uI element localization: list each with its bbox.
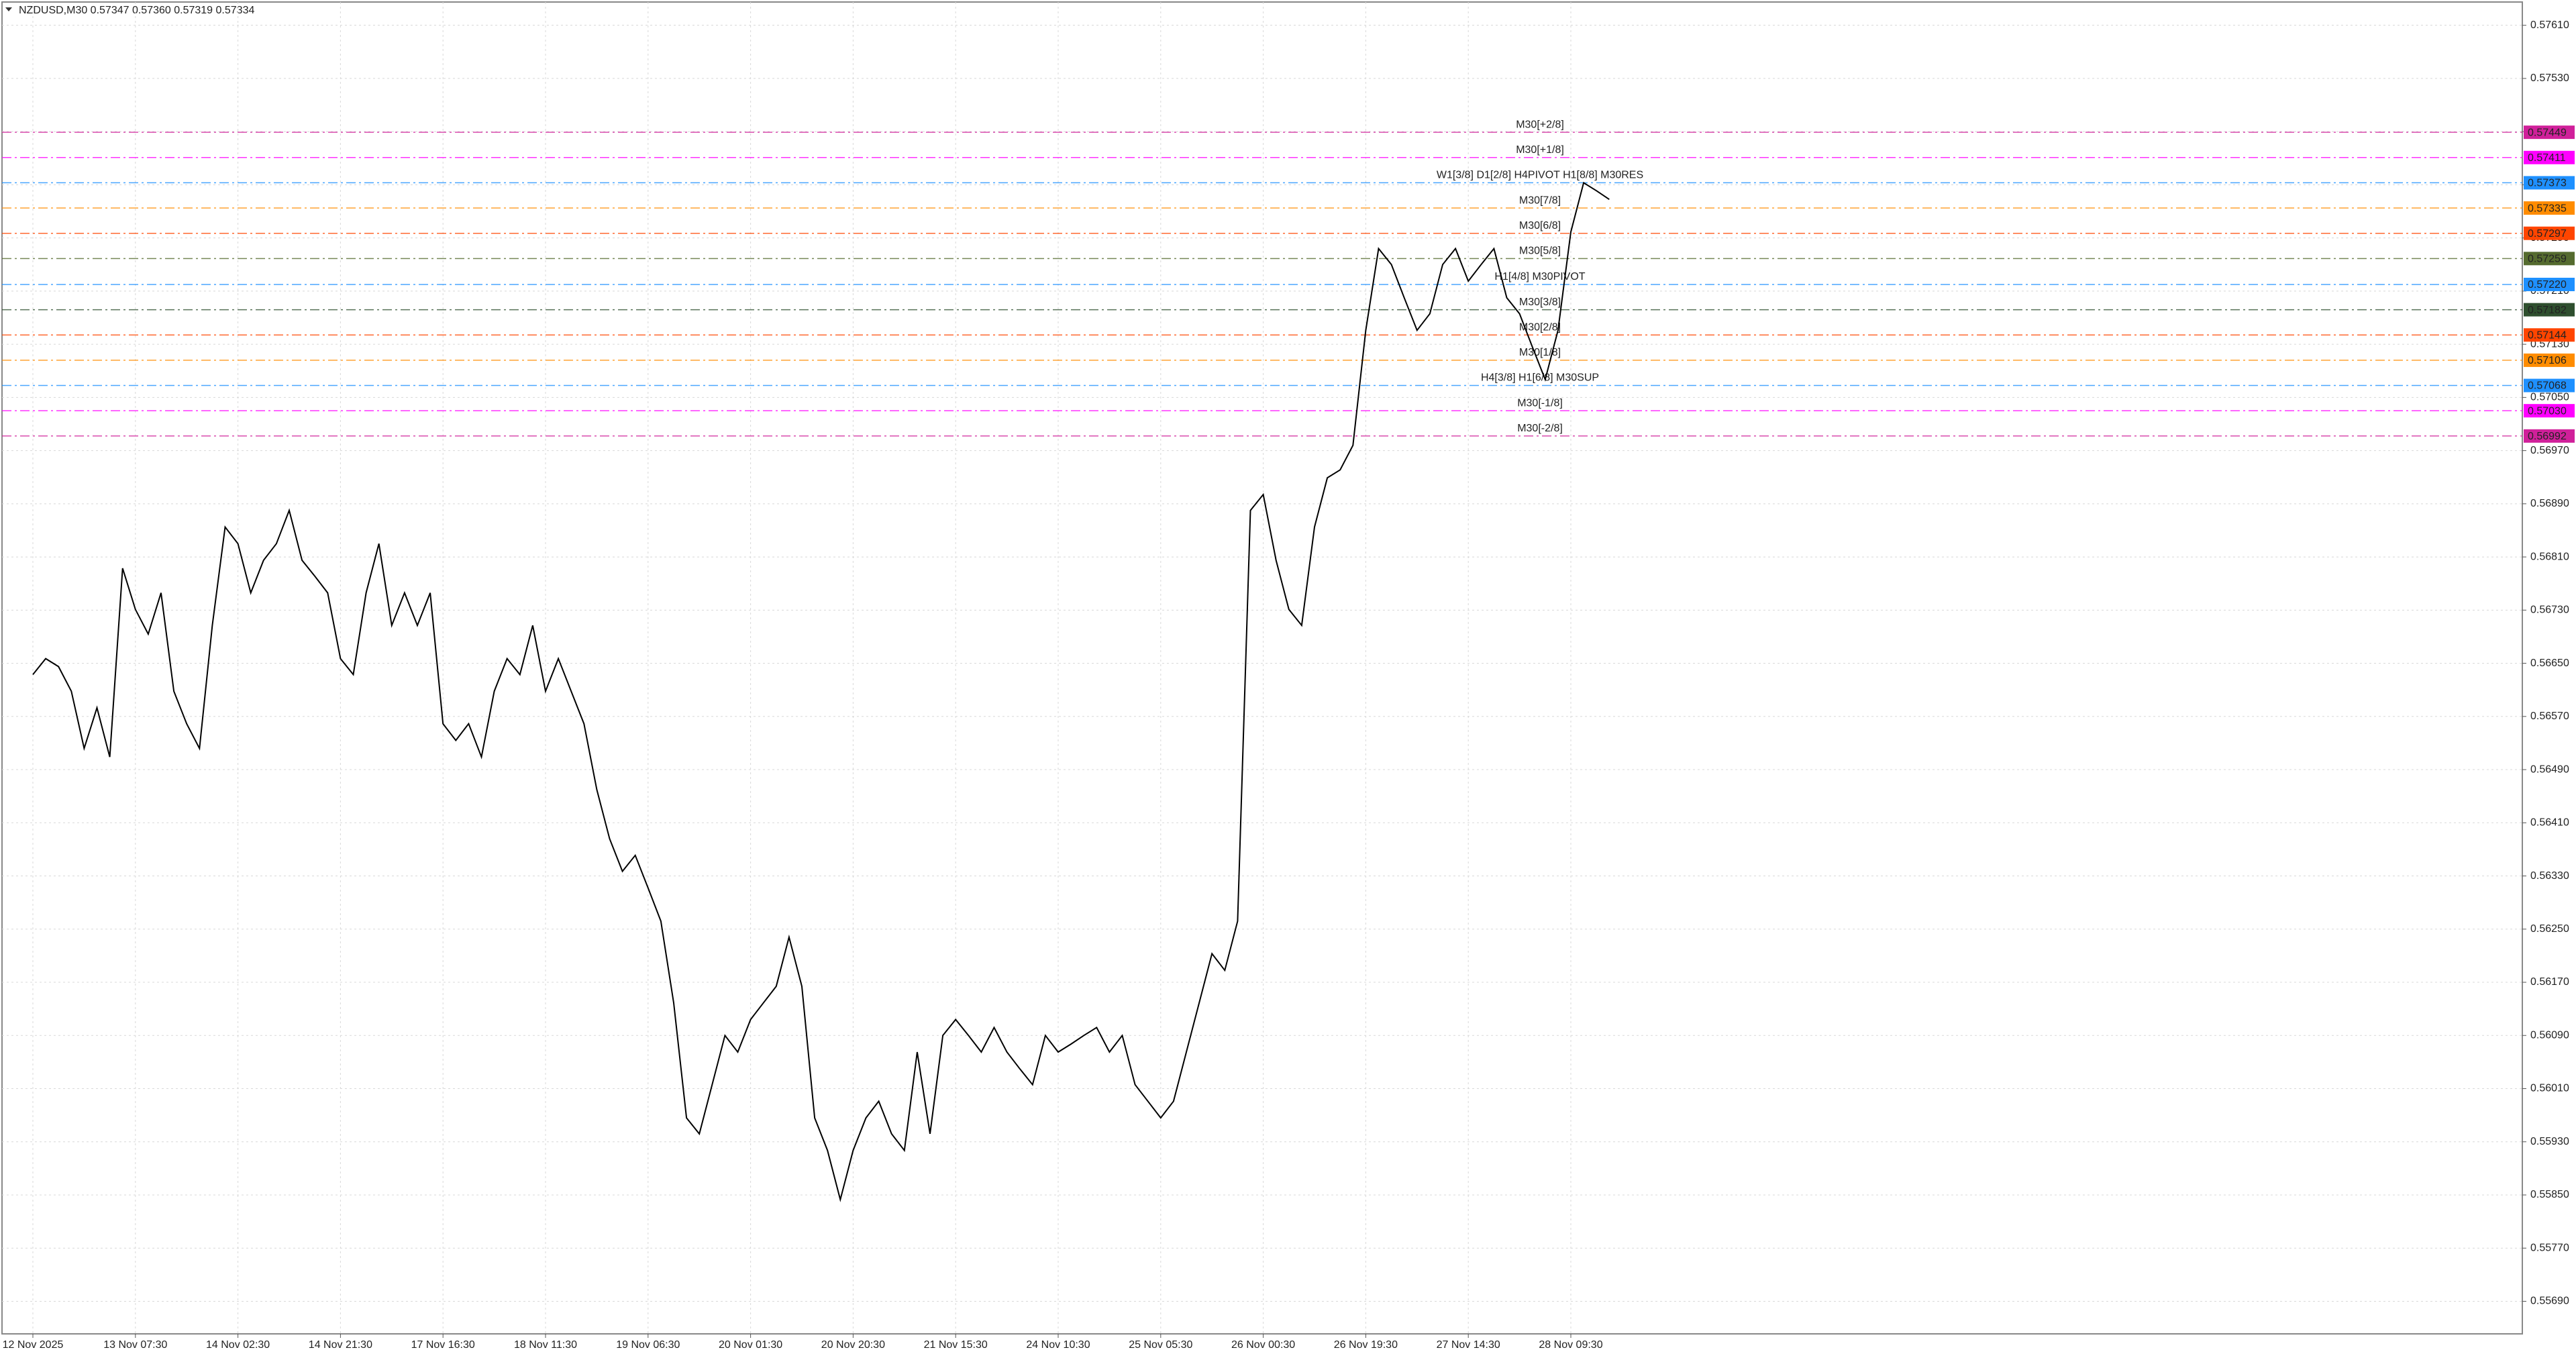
y-tick-label: 0.55770 (2530, 1242, 2569, 1253)
y-tick-label: 0.56250 (2530, 923, 2569, 935)
level-label: M30[+1/8] (1516, 144, 1564, 156)
price-tag (2524, 125, 2575, 140)
y-tick-label: 0.56650 (2530, 658, 2569, 669)
level-label: M30[5/8] (1519, 246, 1561, 257)
price-tag (2524, 378, 2575, 393)
y-tick-label: 0.56570 (2530, 711, 2569, 722)
y-tick-label: 0.56090 (2530, 1029, 2569, 1041)
price-tag (2524, 277, 2575, 291)
level-label: M30[1/8] (1519, 347, 1561, 358)
price-tag-label: 0.57373 (2528, 178, 2567, 189)
price-tag (2524, 303, 2575, 317)
y-tick-label: 0.56010 (2530, 1083, 2569, 1094)
level-label: M30[+2/8] (1516, 119, 1564, 130)
y-tick-label: 0.56970 (2530, 445, 2569, 456)
x-tick-label: 13 Nov 07:30 (103, 1339, 167, 1351)
price-tag-label: 0.57411 (2528, 152, 2566, 164)
price-tag-label: 0.57220 (2528, 279, 2567, 291)
price-tag-label: 0.57259 (2528, 254, 2567, 265)
level-label: M30[3/8] (1519, 297, 1561, 308)
price-tag (2524, 176, 2575, 190)
y-tick-label: 0.55930 (2530, 1136, 2569, 1147)
price-tag (2524, 353, 2575, 367)
x-tick-label: 18 Nov 11:30 (514, 1339, 577, 1351)
x-tick-label: 19 Nov 06:30 (616, 1339, 680, 1351)
y-tick-label: 0.55850 (2530, 1189, 2569, 1200)
level-label: M30[-2/8] (1517, 423, 1563, 434)
x-tick-label: 26 Nov 00:30 (1231, 1339, 1295, 1351)
price-tag (2524, 429, 2575, 443)
price-tag-label: 0.57068 (2528, 380, 2567, 392)
level-label: M30[-1/8] (1517, 397, 1563, 409)
y-tick-label: 0.56490 (2530, 764, 2569, 775)
y-tick-label: 0.56410 (2530, 817, 2569, 829)
x-tick-label: 28 Nov 09:30 (1539, 1339, 1602, 1351)
level-label: H1[4/8] M30PIVOT (1494, 271, 1585, 282)
price-tag-label: 0.57297 (2528, 228, 2567, 240)
price-tag-label: 0.57182 (2528, 305, 2567, 316)
y-tick-label: 0.55690 (2530, 1296, 2569, 1307)
y-tick-label: 0.56170 (2530, 976, 2569, 988)
y-tick-label: 0.56330 (2530, 870, 2569, 882)
x-tick-label: 14 Nov 21:30 (309, 1339, 372, 1351)
y-tick-label: 0.57530 (2530, 72, 2569, 84)
price-line (32, 181, 1610, 1202)
y-tick-label: 0.56810 (2530, 551, 2569, 562)
price-tag-label: 0.57030 (2528, 405, 2567, 417)
level-label: W1[3/8] D1[2/8] H4PIVOT H1[8/8] M30RES (1437, 170, 1643, 181)
price-tag-label: 0.57449 (2528, 127, 2567, 138)
menu-arrow[interactable] (5, 7, 12, 11)
x-tick-label: 21 Nov 15:30 (924, 1339, 988, 1351)
price-tag (2524, 150, 2575, 164)
y-tick-label: 0.57050 (2530, 392, 2569, 403)
x-tick-label: 25 Nov 05:30 (1129, 1339, 1192, 1351)
price-tag (2524, 252, 2575, 266)
price-tag-label: 0.57335 (2528, 203, 2567, 214)
x-tick-label: 27 Nov 14:30 (1437, 1339, 1500, 1351)
x-tick-label: 20 Nov 01:30 (719, 1339, 782, 1351)
x-tick-label: 26 Nov 19:30 (1334, 1339, 1398, 1351)
x-tick-label: 20 Nov 20:30 (821, 1339, 885, 1351)
price-tag-label: 0.57106 (2528, 355, 2567, 366)
x-tick-label: 12 Nov 2025 (3, 1339, 64, 1351)
y-tick-label: 0.57610 (2530, 19, 2569, 31)
level-label: H4[3/8] H1[6/8] M30SUP (1481, 372, 1599, 384)
level-label: M30[7/8] (1519, 195, 1561, 206)
price-tag (2524, 328, 2575, 342)
price-tag (2524, 404, 2575, 418)
price-tag-label: 0.57144 (2528, 329, 2567, 341)
plot-frame (1, 1, 2523, 1335)
y-tick-label: 0.56730 (2530, 605, 2569, 616)
level-label: M30[6/8] (1519, 220, 1561, 231)
price-tag (2524, 226, 2575, 240)
x-tick-label: 14 Nov 02:30 (206, 1339, 270, 1351)
x-tick-label: 24 Nov 10:30 (1026, 1339, 1090, 1351)
level-label: M30[2/8] (1519, 321, 1561, 333)
y-tick-label: 0.56890 (2530, 498, 2569, 509)
x-tick-label: 17 Nov 16:30 (411, 1339, 475, 1351)
chart-title: NZDUSD,M30 0.57347 0.57360 0.57319 0.573… (19, 5, 254, 16)
price-tag (2524, 201, 2575, 215)
price-tag-label: 0.56992 (2528, 431, 2567, 442)
